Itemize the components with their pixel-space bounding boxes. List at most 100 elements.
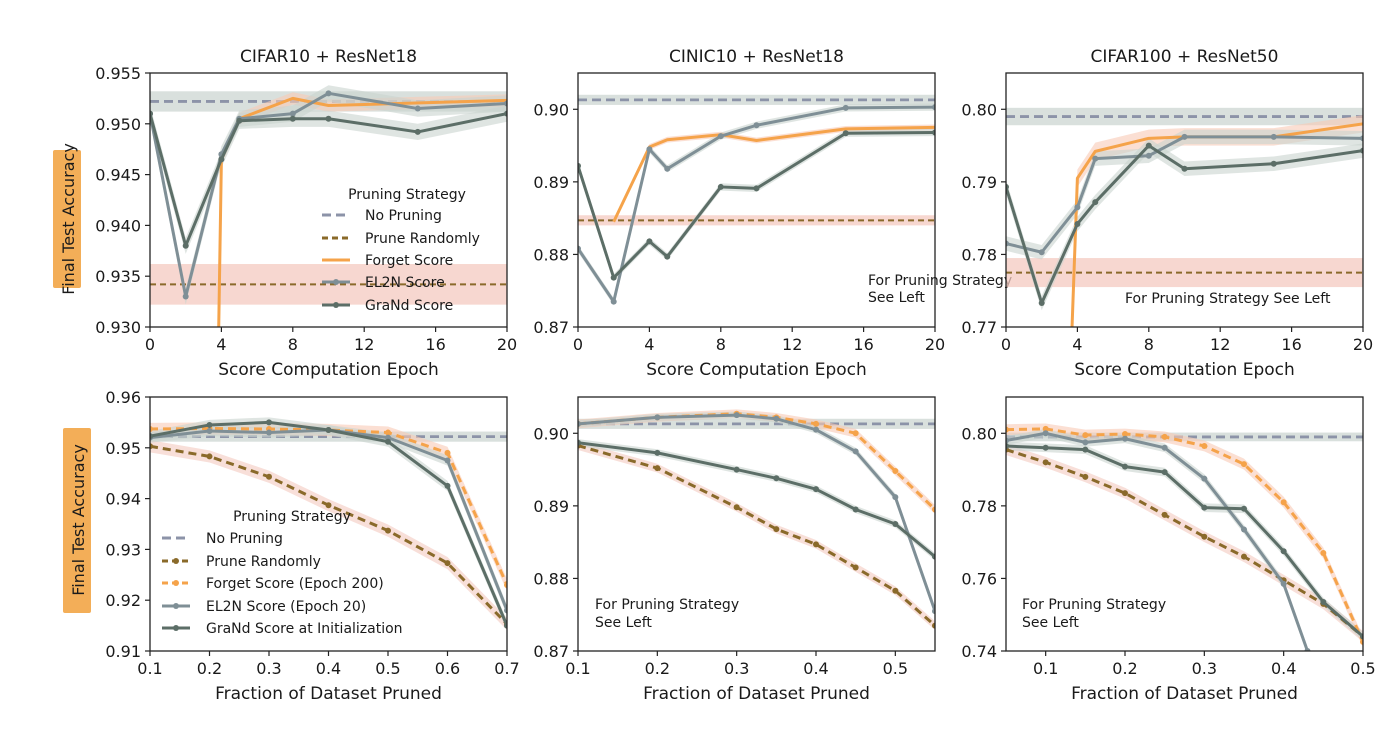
data-point xyxy=(206,421,213,428)
plot-frame xyxy=(1005,72,1364,328)
data-point xyxy=(813,541,819,548)
chart-title: CIFAR100 + ResNet50 xyxy=(1091,47,1279,67)
plot-frame xyxy=(577,72,936,328)
x-tick-label: 8 xyxy=(1144,335,1154,354)
data-point xyxy=(932,553,935,560)
hline-band xyxy=(578,418,935,429)
data-point xyxy=(206,428,213,435)
annotation-text: See Left xyxy=(595,615,652,631)
x-tick-label: 0.4 xyxy=(803,659,828,678)
data-point xyxy=(1360,638,1363,645)
legend-bottom-entry-4: GraNd Score at Initialization xyxy=(162,621,403,637)
x-axis-label: Fraction of Dataset Pruned xyxy=(1071,684,1298,704)
legend-bottom-label: GraNd Score at Initialization xyxy=(206,621,403,637)
data-point xyxy=(1006,426,1009,433)
legend-bottom-label: Prune Randomly xyxy=(206,554,321,570)
legend-bottom-entry-2: Forget Score (Epoch 200) xyxy=(162,576,384,592)
legend-top-title: Pruning Strategy xyxy=(348,187,466,203)
chart-panel-2: 0 4 8 12 16 20 0.77 0.78 0.79 0.80 CIFAR100 + ResN… xyxy=(961,47,1373,380)
legend-top-entry-3: EL2N Score xyxy=(322,275,445,291)
chart-title: CINIC10 + ResNet18 xyxy=(669,47,844,67)
y-tick-label: 0.940 xyxy=(95,216,141,235)
data-point xyxy=(325,427,332,434)
data-point xyxy=(1241,461,1247,468)
x-axis-label: Fraction of Dataset Pruned xyxy=(643,684,870,704)
x-tick-label: 0.5 xyxy=(883,659,908,678)
data-point xyxy=(182,242,189,249)
x-tick-label: 0.1 xyxy=(1033,659,1058,678)
series-line-prune-randomly xyxy=(578,444,935,627)
data-point xyxy=(1145,152,1152,159)
data-point xyxy=(852,430,859,437)
data-point xyxy=(654,414,661,421)
chart-title: CIFAR10 + ResNet18 xyxy=(240,47,417,67)
plot-area xyxy=(1006,107,1363,327)
data-point xyxy=(1006,442,1009,449)
y-tick-label: 0.80 xyxy=(961,100,997,119)
data-point xyxy=(813,426,819,433)
x-tick-label: 0.7 xyxy=(494,659,519,678)
x-tick-label: 0.4 xyxy=(316,659,341,678)
data-point xyxy=(266,473,272,480)
series-band xyxy=(1006,129,1363,260)
data-point xyxy=(1161,433,1168,440)
data-point xyxy=(385,429,391,436)
y-tick-label: 0.88 xyxy=(533,569,569,588)
chart-panel-5: 0.1 0.2 0.3 0.4 0.5 0.74 0.76 0.78 0.80 Fraction … xyxy=(961,396,1376,704)
data-point xyxy=(1082,439,1089,446)
data-point xyxy=(610,298,617,305)
data-point xyxy=(578,420,581,427)
legend-bottom-entry-1: Prune Randomly xyxy=(162,554,321,570)
y-tick-label: 0.94 xyxy=(105,490,141,509)
y-tick-label: 0.90 xyxy=(533,100,569,119)
data-point xyxy=(1161,444,1168,451)
data-point xyxy=(932,506,935,513)
series-line-prune-randomly xyxy=(1006,448,1363,638)
annotation-text: For Pruning Strategy xyxy=(868,273,1012,289)
data-point xyxy=(932,104,935,111)
x-tick-label: 0.2 xyxy=(197,659,222,678)
data-point xyxy=(892,468,899,475)
data-point xyxy=(1304,648,1311,651)
hline-band xyxy=(1006,107,1363,126)
hline-band xyxy=(150,431,507,442)
data-point xyxy=(1320,599,1327,606)
legend-top-label: EL2N Score xyxy=(365,275,445,291)
series-line-grand-score xyxy=(150,112,507,248)
x-tick-label: 20 xyxy=(497,335,517,354)
chart-panel-4: 0.1 0.2 0.3 0.4 0.5 0.87 0.88 0.89 0.90 Fraction … xyxy=(533,396,936,704)
data-point xyxy=(504,110,507,117)
data-point xyxy=(1181,133,1188,140)
plot-frame xyxy=(577,396,936,652)
data-point xyxy=(1270,160,1277,167)
legend-top: Pruning Strategy No Pruning Prune Random… xyxy=(322,187,480,314)
x-axis-label: Score Computation Epoch xyxy=(1074,360,1295,380)
x-tick-label: 0.4 xyxy=(1271,659,1296,678)
series-line-el2n-score-epoch-20 xyxy=(578,413,935,612)
data-point xyxy=(1074,220,1081,227)
data-point xyxy=(1122,463,1128,470)
data-point xyxy=(1082,432,1089,439)
data-point xyxy=(1038,249,1045,256)
data-point xyxy=(444,482,451,489)
data-point xyxy=(504,100,507,107)
series-line-grand-score xyxy=(1006,144,1363,305)
annotation-text: For Pruning Strategy xyxy=(595,597,739,613)
y-tick-label: 0.89 xyxy=(533,173,569,192)
data-point xyxy=(610,274,617,281)
data-point xyxy=(1280,580,1287,587)
data-point xyxy=(773,526,780,533)
data-point xyxy=(218,156,225,163)
y-tick-label: 0.945 xyxy=(95,166,141,185)
data-point xyxy=(733,504,740,511)
data-point xyxy=(1360,147,1363,154)
data-point xyxy=(1006,183,1009,190)
y-tick-label: 0.935 xyxy=(95,267,141,286)
data-point xyxy=(813,420,819,427)
y-tick-label: 0.78 xyxy=(961,497,997,516)
y-tick-label: 0.87 xyxy=(533,318,569,337)
x-tick-label: 12 xyxy=(782,335,802,354)
data-point xyxy=(1074,204,1081,211)
plot-area xyxy=(578,409,935,630)
